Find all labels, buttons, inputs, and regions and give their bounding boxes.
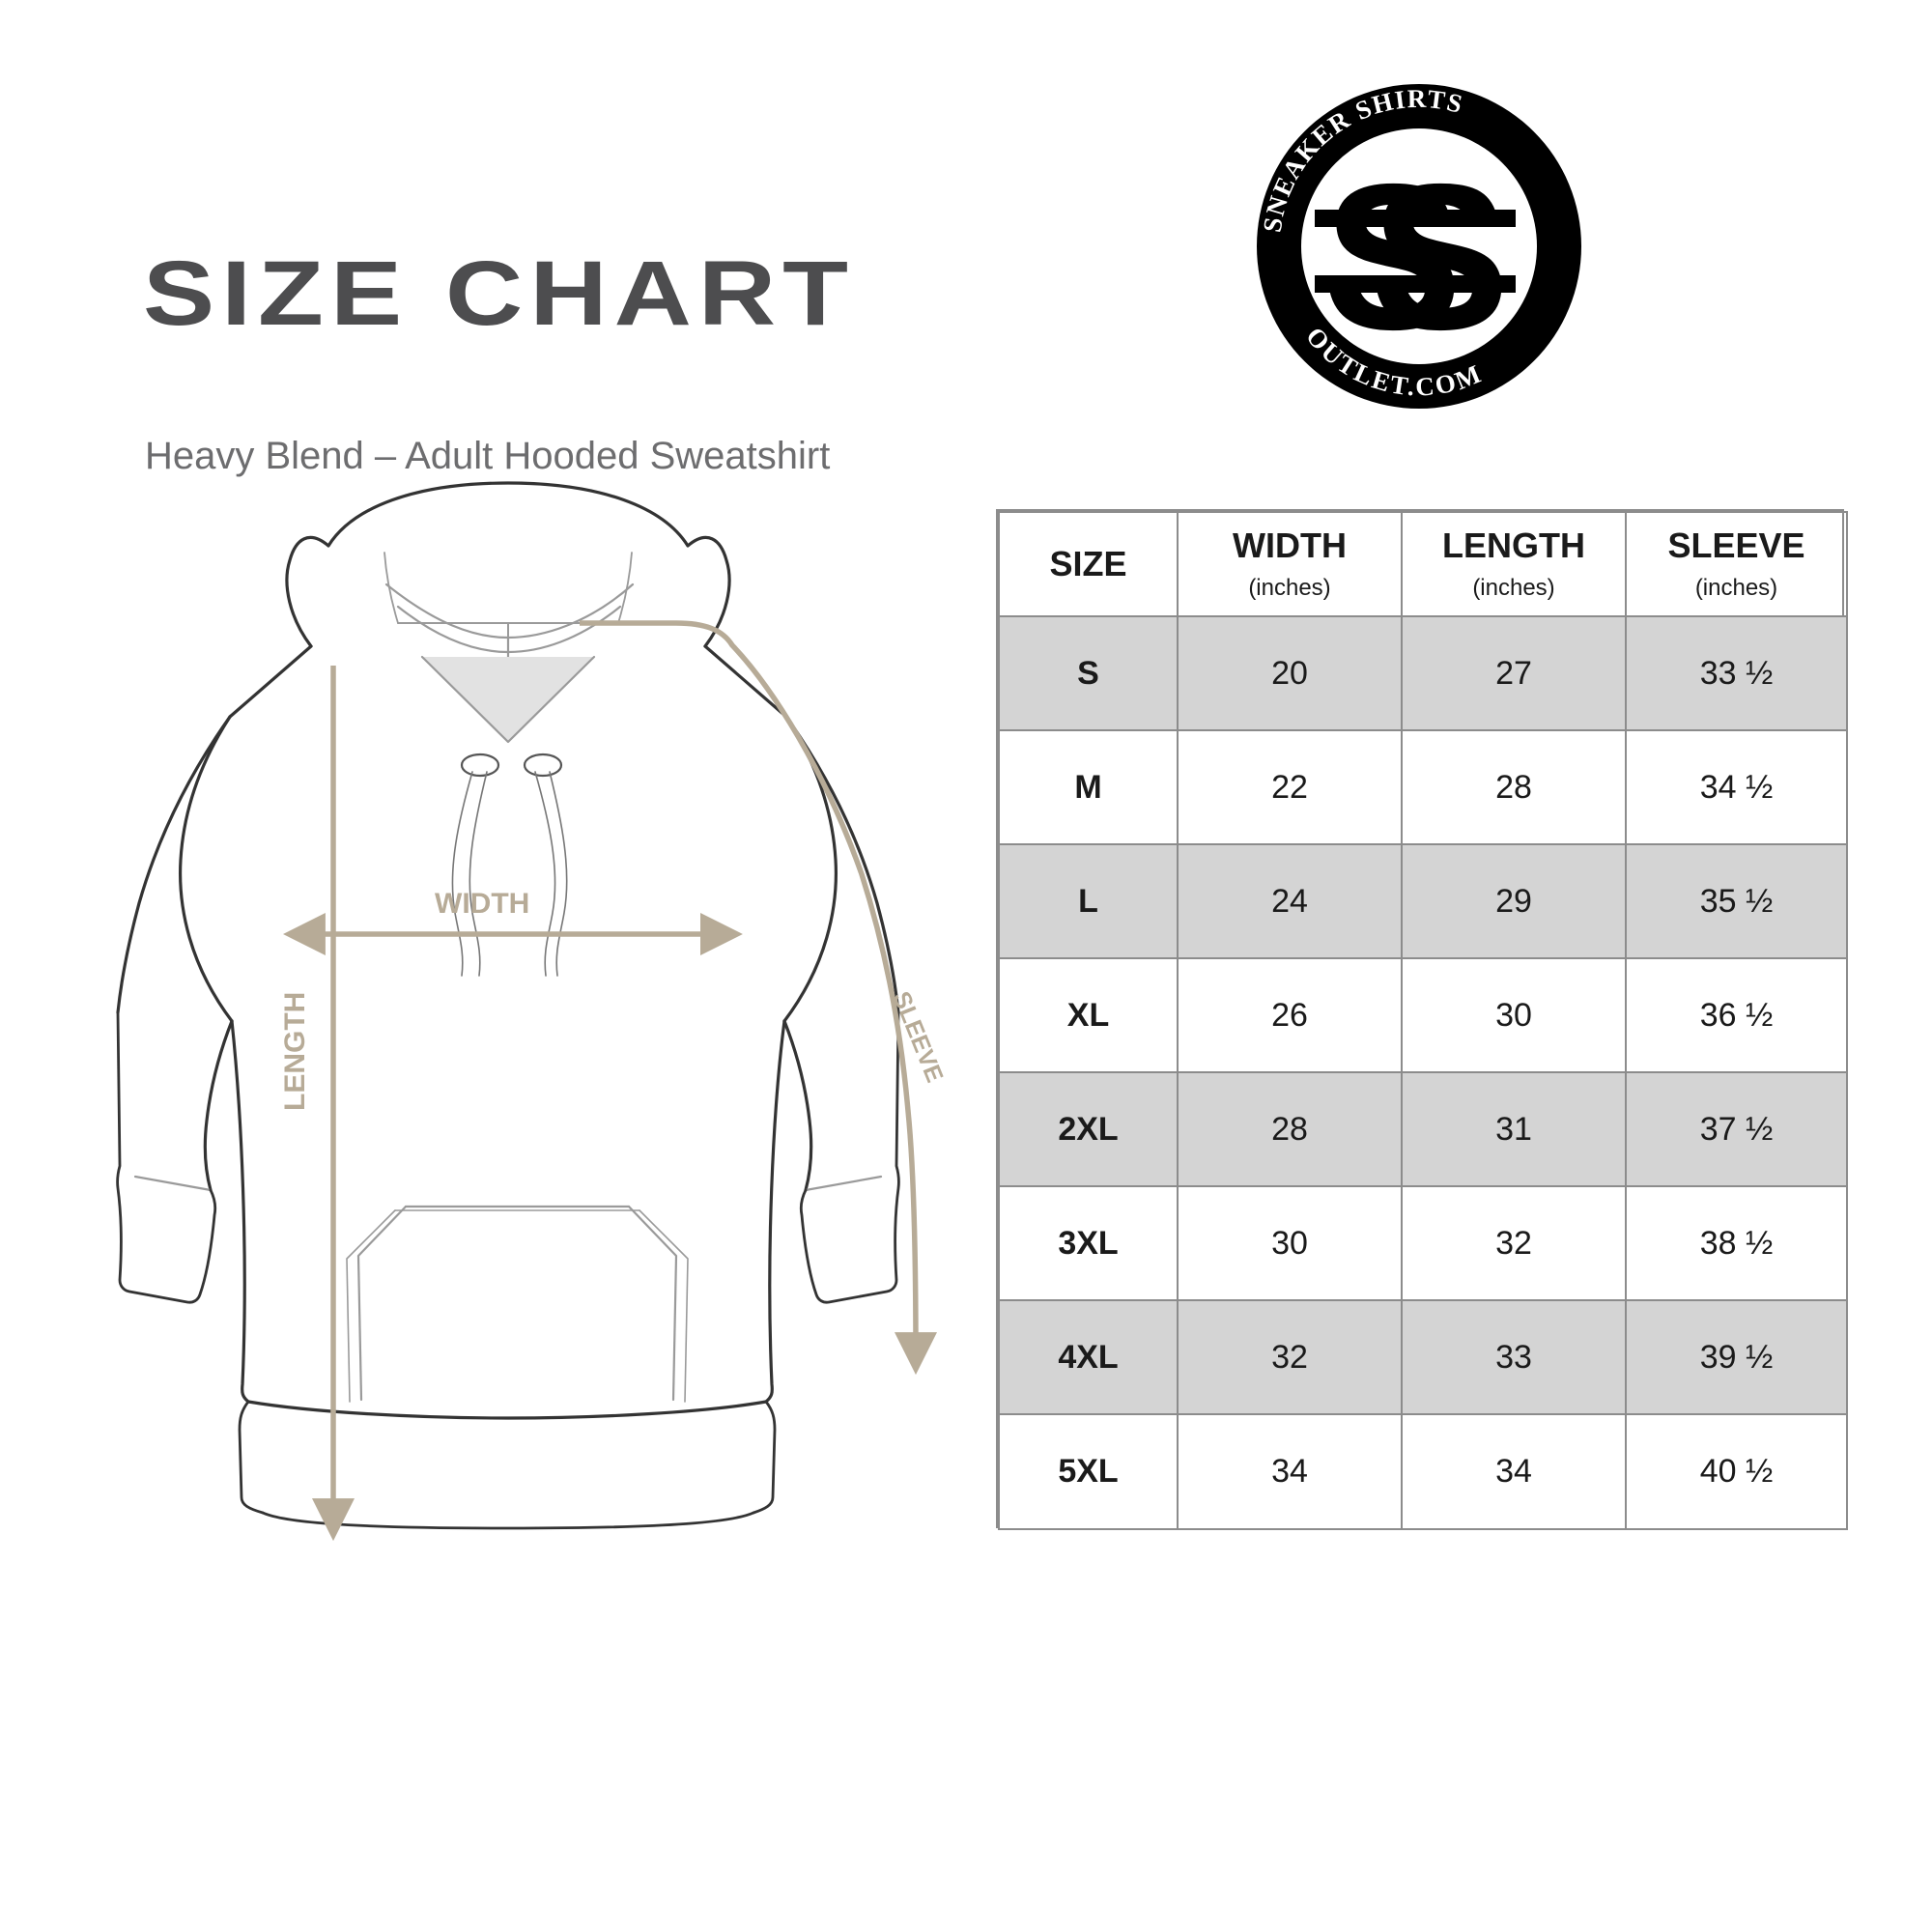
svg-text:LENGTH: LENGTH [279, 992, 311, 1111]
svg-text:WIDTH: WIDTH [435, 888, 529, 920]
